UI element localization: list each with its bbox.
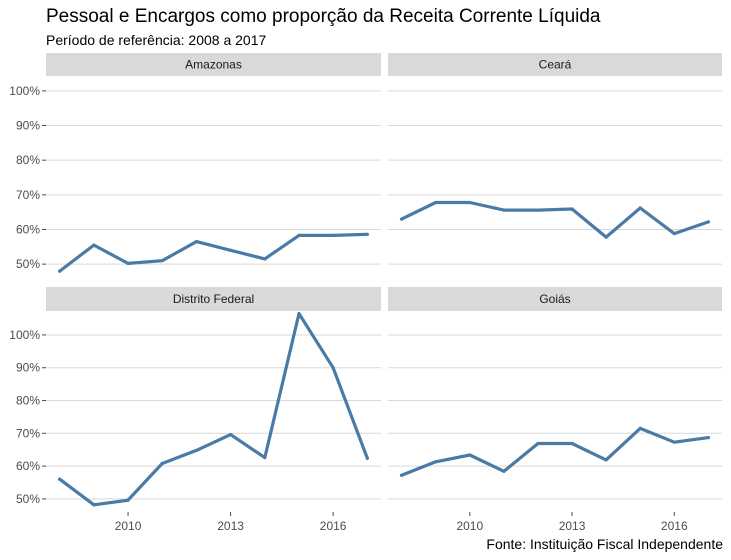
data-point-amazonas-2010 [126, 261, 130, 266]
data-point-goias-2010 [468, 453, 472, 457]
data-point-ceara-2015 [638, 206, 642, 210]
data-point-distrito-federal-2010 [126, 498, 130, 502]
data-point-goias-2009 [434, 460, 438, 464]
data-point-ceara-2009 [434, 200, 438, 205]
facet-label-amazonas: Amazonas [185, 58, 242, 72]
data-point-goias-2008 [400, 473, 404, 477]
data-point-distrito-federal-2015 [297, 312, 301, 316]
data-point-amazonas-2016 [331, 233, 335, 237]
data-point-goias-2011 [502, 469, 506, 473]
facet-label-ceara: Ceará [539, 58, 572, 72]
x-tick-label-goias-2013: 2013 [559, 519, 586, 533]
data-point-distrito-federal-2016 [331, 366, 335, 370]
y-tick-label-distrito-federal-90: 90% [16, 361, 40, 375]
data-point-ceara-2016 [672, 232, 676, 236]
data-point-goias-2014 [604, 458, 608, 462]
y-tick-label-amazonas-60: 60% [16, 222, 40, 236]
data-point-ceara-2014 [604, 235, 608, 239]
data-point-goias-2015 [638, 426, 642, 430]
series-line-ceara [400, 200, 711, 239]
y-tick-label-distrito-federal-100: 100% [9, 328, 40, 342]
data-point-ceara-2012 [536, 208, 540, 212]
data-point-ceara-2008 [400, 217, 404, 221]
x-tick-label-distrito-federal-2016: 2016 [320, 519, 347, 533]
data-point-ceara-2010 [468, 200, 472, 205]
data-point-amazonas-2017 [365, 232, 369, 236]
x-tick-label-distrito-federal-2010: 2010 [115, 519, 142, 533]
data-point-ceara-2017 [706, 220, 710, 224]
y-tick-label-amazonas-80: 80% [16, 153, 40, 167]
facet-strip-distrito-federal [46, 287, 381, 311]
data-point-distrito-federal-2014 [263, 455, 267, 460]
data-point-distrito-federal-2012 [194, 448, 199, 452]
data-point-distrito-federal-2011 [160, 461, 164, 466]
chart-subtitle: Período de referência: 2008 a 2017 [46, 32, 267, 48]
chart-caption: Fonte: Instituição Fiscal Independente [486, 536, 723, 552]
data-point-goias-2012 [536, 441, 540, 446]
x-tick-label-distrito-federal-2013: 2013 [217, 519, 244, 533]
data-point-ceara-2011 [502, 208, 506, 212]
x-tick-label-goias-2016: 2016 [661, 519, 688, 533]
y-tick-label-amazonas-50: 50% [16, 257, 40, 271]
y-tick-label-distrito-federal-70: 70% [16, 426, 40, 440]
data-point-goias-2017 [706, 435, 710, 440]
facet-strip-amazonas [46, 53, 381, 76]
facet-label-goias: Goiás [539, 292, 570, 306]
chart-title: Pessoal e Encargos como proporção da Rec… [46, 6, 601, 27]
data-point-distrito-federal-2013 [228, 433, 233, 437]
facet-strip-goias [388, 287, 722, 311]
data-point-amazonas-2013 [228, 248, 233, 252]
series-line-distrito-federal [58, 312, 369, 507]
data-point-goias-2016 [672, 440, 676, 444]
series-line-amazonas [58, 232, 369, 273]
x-tick-label-goias-2010: 2010 [456, 519, 483, 533]
y-tick-label-distrito-federal-50: 50% [16, 492, 40, 506]
y-tick-label-amazonas-70: 70% [16, 188, 40, 202]
data-point-amazonas-2009 [92, 243, 96, 247]
data-point-amazonas-2011 [160, 259, 164, 263]
data-point-distrito-federal-2009 [92, 503, 96, 507]
facet-strip-ceara [388, 53, 722, 76]
y-tick-label-amazonas-100: 100% [9, 84, 40, 98]
data-point-amazonas-2015 [297, 233, 301, 237]
y-tick-label-amazonas-90: 90% [16, 119, 40, 133]
data-point-ceara-2013 [570, 207, 574, 211]
data-point-distrito-federal-2008 [58, 477, 62, 481]
series-line-goias [400, 426, 711, 477]
facet-label-distrito-federal: Distrito Federal [173, 292, 254, 306]
y-tick-label-distrito-federal-60: 60% [16, 459, 40, 473]
data-point-amazonas-2012 [194, 240, 199, 244]
data-point-goias-2013 [570, 441, 574, 446]
data-point-amazonas-2008 [58, 269, 62, 273]
data-point-amazonas-2014 [263, 257, 267, 261]
y-tick-label-distrito-federal-80: 80% [16, 394, 40, 408]
data-point-distrito-federal-2017 [365, 456, 369, 460]
